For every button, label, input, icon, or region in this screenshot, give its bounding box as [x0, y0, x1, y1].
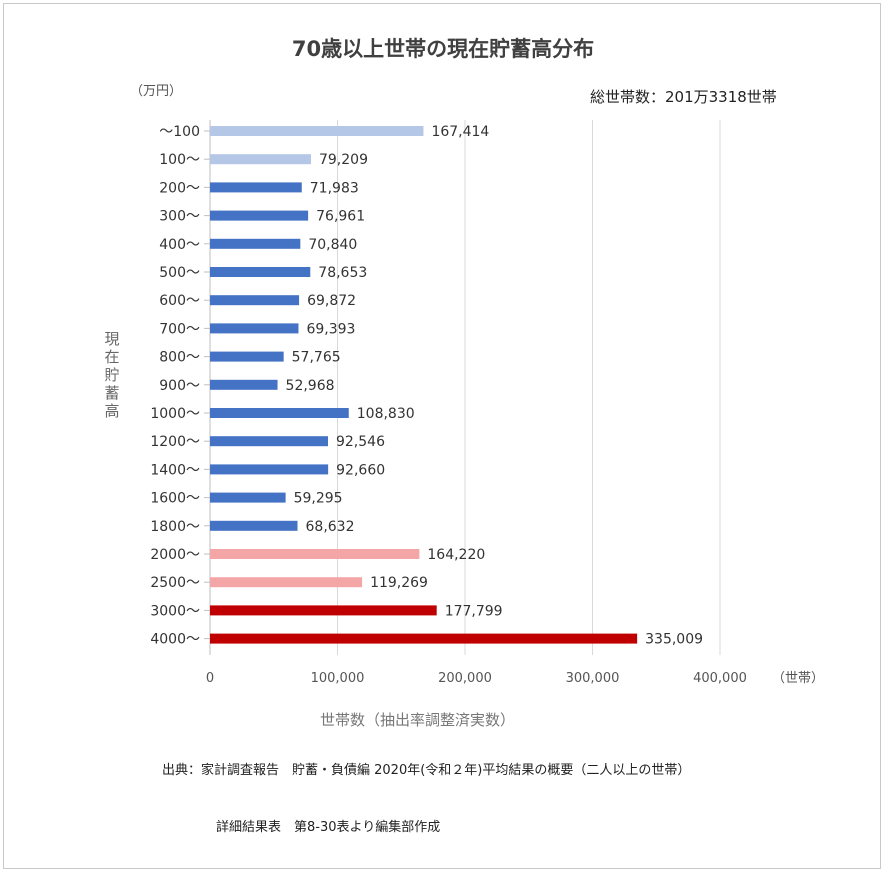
bar — [210, 549, 420, 559]
category-label: 100～ — [159, 152, 200, 168]
data-label: 177,799 — [445, 603, 503, 619]
category-label: 1200～ — [150, 434, 200, 450]
category-label: 400～ — [159, 237, 200, 253]
data-label: 164,220 — [427, 547, 485, 563]
category-label: 900～ — [159, 378, 200, 394]
category-label: 4000～ — [150, 632, 200, 648]
data-label: 167,414 — [431, 124, 489, 140]
x-axis-title: 世帯数（抽出率調整済実数） — [320, 711, 516, 729]
bar — [210, 267, 311, 277]
category-label: 300～ — [159, 209, 200, 225]
category-label: 2000～ — [150, 547, 200, 563]
bar — [210, 323, 299, 334]
x-tick-label: 400,000 — [693, 671, 747, 686]
bar — [210, 408, 349, 418]
bar — [210, 436, 328, 447]
x-unit-label: （世帯） — [772, 671, 824, 686]
data-label: 57,765 — [292, 350, 341, 366]
y-unit-label: （万円） — [130, 84, 183, 99]
bar — [210, 379, 278, 390]
category-label: 600～ — [159, 293, 200, 309]
data-label: 92,546 — [336, 434, 385, 450]
bar — [210, 238, 301, 249]
category-label: 1600～ — [150, 491, 200, 507]
data-label: 78,653 — [318, 265, 367, 281]
category-label: 800～ — [159, 350, 200, 366]
category-label: 700～ — [159, 321, 200, 337]
bar — [210, 605, 437, 616]
data-label: 119,269 — [370, 575, 428, 591]
bar — [210, 492, 286, 503]
category-label: 1000～ — [150, 406, 200, 422]
bar — [210, 126, 424, 136]
y-axis-title: 現在貯蓄高 — [104, 330, 120, 420]
x-tick-label: 0 — [206, 671, 214, 686]
category-label: 200～ — [159, 180, 200, 196]
bar — [210, 210, 309, 221]
category-label: ～100 — [159, 124, 200, 140]
x-tick-label: 100,000 — [311, 671, 365, 686]
data-label: 76,961 — [316, 209, 365, 225]
bar — [210, 351, 284, 362]
total-households: 総世帯数：201万3318世帯 — [590, 88, 777, 106]
category-label: 2500～ — [150, 575, 200, 591]
data-label: 79,209 — [319, 152, 368, 168]
data-label: 68,632 — [306, 519, 355, 535]
bar — [210, 182, 302, 193]
data-label: 70,840 — [308, 237, 357, 253]
category-label: 1800～ — [150, 519, 200, 535]
category-label: 500～ — [159, 265, 200, 281]
data-label: 52,968 — [286, 378, 335, 394]
source-detail: 詳細結果表 第8-30表より編集部作成 — [216, 820, 441, 835]
data-label: 335,009 — [645, 632, 703, 648]
data-label: 71,983 — [310, 180, 359, 196]
bar — [210, 154, 311, 165]
category-label: 3000～ — [150, 603, 200, 619]
category-label: 1400～ — [150, 462, 200, 478]
x-tick-label: 300,000 — [566, 671, 620, 686]
bar — [210, 520, 298, 531]
data-label: 92,660 — [336, 462, 385, 478]
source-note: 出典：家計調査報告 貯蓄・負債編 2020年(令和２年)平均結果の概要（二人以上… — [162, 763, 691, 778]
bar — [210, 577, 363, 588]
data-label: 69,872 — [307, 293, 356, 309]
bar — [210, 295, 300, 306]
data-label: 108,830 — [357, 406, 415, 422]
x-tick-label: 200,000 — [438, 671, 492, 686]
data-label: 69,393 — [306, 321, 355, 337]
bar — [210, 633, 638, 644]
bar — [210, 464, 329, 475]
data-label: 59,295 — [294, 491, 343, 507]
chart-title: 70歳以上世帯の現在貯蓄高分布 — [291, 37, 595, 61]
chart-frame — [3, 3, 881, 869]
